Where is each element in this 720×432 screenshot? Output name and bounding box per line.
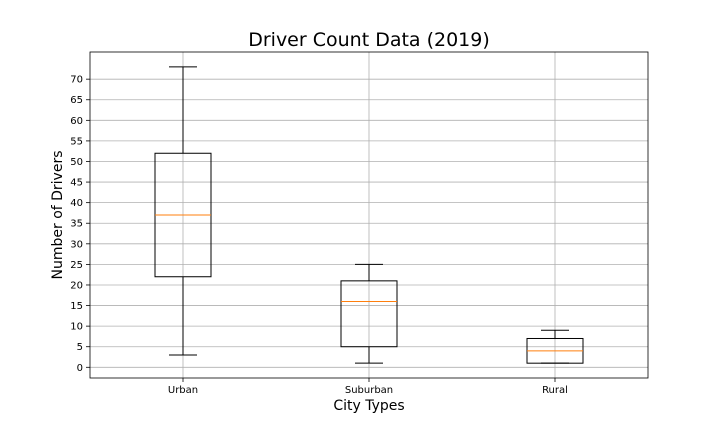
y-tick-label: 45 [70, 178, 83, 189]
x-axis-label: City Types [333, 398, 404, 414]
y-tick-label: 5 [77, 342, 83, 353]
box-rural [526, 329, 584, 364]
iqr-box [340, 280, 398, 348]
y-tick-label: 60 [70, 116, 83, 127]
y-tick-label: 55 [70, 136, 83, 147]
y-tick-label: 40 [70, 198, 83, 209]
y-tick-label: 30 [70, 239, 83, 250]
x-tick-label-suburban: Suburban [345, 385, 393, 396]
axis-ticks: 0 5 10 15 20 25 30 35 40 45 50 55 60 65 70 Urban Suburba… [70, 75, 568, 396]
box-urban [154, 66, 212, 356]
y-tick-label: 0 [77, 363, 83, 374]
x-tick-label-rural: Rural [542, 385, 568, 396]
y-tick-label: 20 [70, 280, 83, 291]
y-tick-label: 25 [70, 260, 83, 271]
y-tick-label: 70 [70, 75, 83, 86]
y-tick-label: 10 [70, 322, 83, 333]
y-tick-label: 50 [70, 157, 83, 168]
box-suburban [340, 263, 398, 364]
y-tick-label: 65 [70, 95, 83, 106]
y-axis-label: Number of Drivers [50, 150, 66, 279]
chart-title: Driver Count Data (2019) [248, 29, 490, 51]
y-tick-label: 15 [70, 301, 83, 312]
boxes [154, 66, 584, 364]
x-tick-label-urban: Urban [168, 385, 198, 396]
y-tick-label: 35 [70, 219, 83, 230]
